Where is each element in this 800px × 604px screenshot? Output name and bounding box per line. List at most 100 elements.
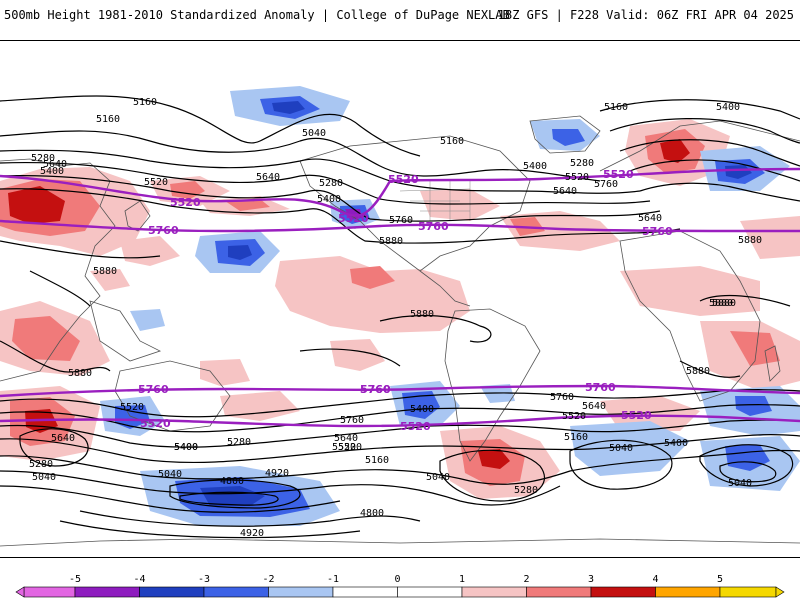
height-contour bbox=[19, 428, 89, 467]
positive-anomaly-area bbox=[200, 359, 250, 386]
height-contour bbox=[169, 479, 301, 509]
colorbar-graphic: -5 -4 -3 -2 -1 0 1 2 3 4 5 bbox=[15, 574, 785, 598]
contour-label: 5160 bbox=[96, 114, 120, 125]
height-contour bbox=[699, 294, 791, 307]
contour-label: 5280 bbox=[29, 459, 53, 470]
coastline-se-asia bbox=[89, 300, 162, 362]
positive-anomaly-area bbox=[90, 269, 130, 291]
contour-label: 5400 bbox=[40, 166, 64, 177]
colorbar-segment bbox=[23, 586, 76, 598]
contour-label-highlight: 5760 bbox=[360, 383, 391, 396]
contour-label: 5760 bbox=[550, 392, 574, 403]
contour-5760-south bbox=[0, 384, 800, 398]
contour-label: 5160 bbox=[604, 102, 628, 113]
contour-label-highlight: 5760 bbox=[148, 224, 179, 237]
height-contour bbox=[0, 149, 641, 194]
contour-label: 5880 bbox=[738, 235, 762, 246]
contour-label: 5040 bbox=[426, 472, 450, 483]
positive-anomaly-area bbox=[120, 236, 180, 266]
colorbar-segment bbox=[397, 586, 463, 598]
contour-label: 4920 bbox=[265, 468, 289, 479]
positive-anomaly-area bbox=[12, 316, 80, 361]
positive-anomaly-area bbox=[478, 449, 510, 469]
height-contour bbox=[0, 419, 800, 448]
colorbar-segment bbox=[203, 586, 269, 598]
contour-label: 5520 bbox=[562, 411, 586, 422]
height-contour bbox=[569, 439, 673, 490]
contour-label: 5640 bbox=[334, 433, 358, 444]
height-contour bbox=[599, 99, 800, 120]
contour-label: 5880 bbox=[686, 366, 710, 377]
contour-label: 5520 bbox=[144, 177, 168, 188]
contour-label: 5040 bbox=[158, 469, 182, 480]
contour-label: 4920 bbox=[240, 528, 264, 539]
negative-anomaly-area bbox=[552, 129, 585, 146]
contour-label: 5640 bbox=[553, 186, 577, 197]
contour-label: 4800 bbox=[360, 508, 384, 519]
coastline-south-america bbox=[444, 308, 541, 462]
contour-label: 5880 bbox=[712, 298, 736, 309]
coastline-antarctica bbox=[0, 538, 800, 547]
negative-anomaly-area bbox=[200, 486, 265, 506]
colorbar-segment bbox=[719, 586, 777, 598]
colorbar-tick-label: 5 bbox=[717, 574, 723, 585]
height-contour bbox=[59, 520, 361, 539]
coastline-madagascar bbox=[764, 345, 781, 382]
contour-label: 5400 bbox=[664, 438, 688, 449]
colorbar-arrow-min bbox=[15, 586, 25, 598]
contour-label: 5640 bbox=[256, 172, 280, 183]
height-contour bbox=[299, 348, 401, 367]
positive-anomaly-area bbox=[600, 396, 700, 431]
contour-label-highlight: 5520 bbox=[621, 409, 652, 422]
contour-label: 5520 bbox=[565, 172, 589, 183]
contour-label-highlight: 5520 bbox=[170, 196, 201, 209]
positive-anomaly-area bbox=[220, 391, 300, 421]
contour-label: 5760 bbox=[389, 215, 413, 226]
contour-label: 5280 bbox=[570, 158, 594, 169]
map-title: 500mb Height 1981-2010 Standardized Anom… bbox=[4, 8, 510, 22]
contour-label: 5040 bbox=[32, 472, 56, 483]
negative-anomaly-area bbox=[735, 396, 772, 416]
highlight-contour-labels: 5520 5520 5760 5760 5520 5760 5760 5520 … bbox=[138, 168, 673, 433]
contour-label: 5760 bbox=[594, 179, 618, 190]
positive-anomaly-area bbox=[225, 199, 270, 211]
contour-label: 5640 bbox=[638, 213, 662, 224]
colorbar-tick-label: -4 bbox=[133, 574, 145, 585]
contour-label-highlight: 5520 bbox=[140, 417, 171, 430]
contour-label-highlight: 5520 bbox=[603, 168, 634, 181]
height-contour bbox=[619, 139, 800, 167]
positive-anomaly-area bbox=[660, 139, 690, 163]
contour-label: 5520 bbox=[332, 442, 356, 453]
colorbar-segment bbox=[74, 586, 140, 598]
contour-label: 5160 bbox=[133, 97, 157, 108]
contour-label-highlight: 5760 bbox=[138, 383, 169, 396]
contour-label-highlight: 5760 bbox=[642, 225, 673, 238]
height-contour bbox=[699, 444, 794, 487]
positive-anomaly-area bbox=[330, 339, 385, 371]
contour-label-highlight: 5520 bbox=[338, 212, 369, 225]
contour-label: 5640 bbox=[43, 159, 67, 170]
colorbar-tick-label: -5 bbox=[69, 574, 81, 585]
negative-anomaly-area bbox=[272, 101, 305, 114]
map-panel[interactable]: 5160 5160 5040 5160 5160 5400 5280 5520 … bbox=[0, 40, 800, 558]
contour-label: 5280 bbox=[319, 178, 343, 189]
colorbar-tick-label: 2 bbox=[523, 574, 529, 585]
contour-label: 5160 bbox=[564, 432, 588, 443]
contour-label-highlight: 5760 bbox=[360, 383, 391, 396]
colorbar-arrow-max bbox=[775, 586, 785, 598]
contour-label: 5400 bbox=[174, 442, 198, 453]
height-contour bbox=[609, 118, 800, 144]
height-contour bbox=[679, 360, 741, 378]
height-contour bbox=[0, 470, 561, 506]
coastline-greenland bbox=[529, 115, 601, 154]
colorbar-segment bbox=[526, 586, 592, 598]
height-contour bbox=[0, 389, 800, 418]
contour-label: 5160 bbox=[440, 136, 464, 147]
contour-label: 5520 bbox=[120, 402, 144, 413]
colorbar: -5 -4 -3 -2 -1 0 1 2 3 4 5 bbox=[0, 560, 800, 600]
header: 500mb Height 1981-2010 Standardized Anom… bbox=[0, 0, 800, 40]
contour-label: 5040 bbox=[728, 478, 752, 489]
contour-label: 5400 bbox=[716, 102, 740, 113]
colorbar-tick-label: 0 bbox=[394, 574, 400, 585]
contour-label: 5400 bbox=[174, 442, 198, 453]
